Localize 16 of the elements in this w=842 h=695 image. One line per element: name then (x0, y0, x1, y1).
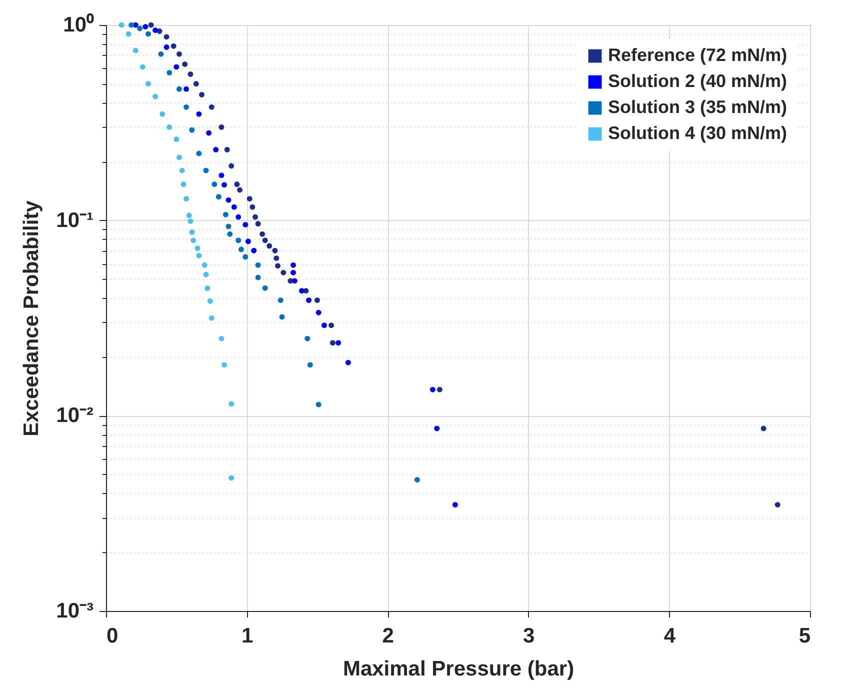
legend-label: Solution 3 (35 mN/m) (608, 97, 788, 117)
x-tick-label: 0 (106, 624, 118, 648)
x-tick-label: 3 (523, 624, 535, 648)
y-tick-label: 10⁰ (63, 12, 94, 36)
legend-label: Solution 2 (40 mN/m) (608, 71, 788, 91)
y-tick-label: 10⁻³ (56, 600, 94, 622)
y-tick-label: 10⁻² (56, 404, 94, 428)
x-tick-label: 2 (382, 624, 394, 648)
x-axis-title: Maximal Pressure (bar) (342, 658, 574, 680)
x-tick-label: 4 (664, 624, 676, 648)
x-tick-label: 1 (241, 624, 254, 648)
legend-label: Reference (72 mN/m) (608, 45, 788, 65)
x-tick-label: 5 (798, 624, 811, 648)
y-axis-title: Exceedance Probability (20, 200, 44, 436)
y-tick-label: 10⁻¹ (56, 208, 94, 232)
legend-label: Solution 4 (30 mN/m) (608, 123, 788, 143)
